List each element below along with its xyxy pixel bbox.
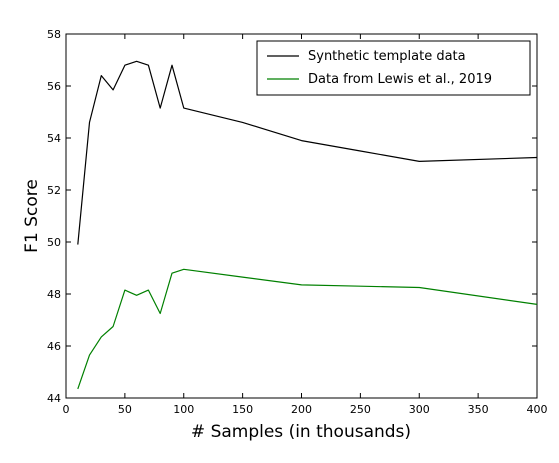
y-axis-label: F1 Score (22, 179, 42, 253)
x-axis-label: # Samples (in thousands) (191, 422, 411, 442)
series-line-synthetic (77, 60, 538, 245)
x-tick-label: 400 (527, 403, 548, 416)
legend-label-lewis: Data from Lewis et al., 2019 (308, 72, 492, 87)
legend-label-synthetic: Synthetic template data (308, 49, 466, 64)
y-axis: 44 46 48 50 52 54 56 58 (47, 28, 537, 405)
x-tick-label: 350 (468, 403, 489, 416)
x-tick-label: 200 (291, 403, 312, 416)
x-axis: 0 50 100 150 200 250 300 350 400 (63, 34, 548, 416)
x-tick-label: 0 (63, 403, 70, 416)
y-tick-label: 44 (47, 392, 61, 405)
y-tick-label: 56 (47, 80, 61, 93)
y-tick-label: 58 (47, 28, 61, 41)
y-tick-label: 54 (47, 132, 61, 145)
y-tick-label: 50 (47, 236, 61, 249)
y-tick-label: 48 (47, 288, 61, 301)
x-tick-label: 150 (232, 403, 253, 416)
y-tick-label: 52 (47, 184, 61, 197)
series-line-lewis (77, 268, 538, 390)
x-tick-label: 250 (350, 403, 371, 416)
x-tick-label: 100 (173, 403, 194, 416)
series-layer (77, 60, 538, 390)
y-tick-label: 46 (47, 340, 61, 353)
legend: Synthetic template data Data from Lewis … (256, 40, 531, 96)
legend-box (256, 40, 531, 96)
x-tick-label: 300 (409, 403, 430, 416)
x-tick-label: 50 (118, 403, 132, 416)
